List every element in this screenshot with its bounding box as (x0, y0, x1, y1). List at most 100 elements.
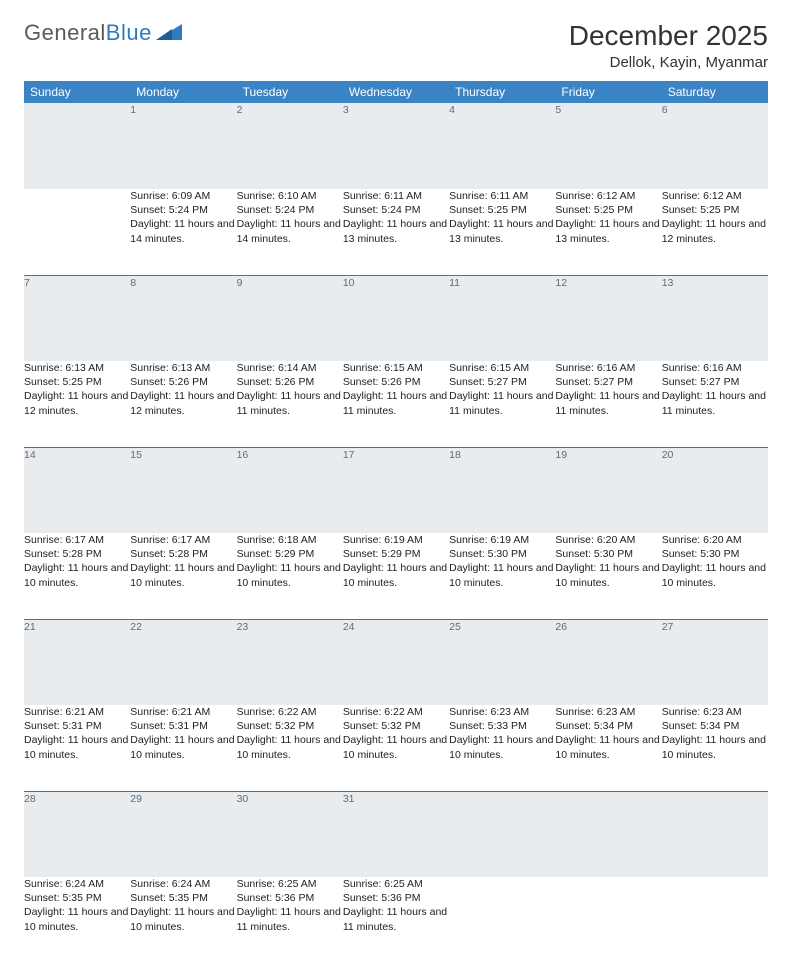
daylight-text: Daylight: 11 hours and 12 minutes. (130, 389, 236, 417)
day-cell (662, 877, 768, 963)
day-number: 22 (130, 619, 236, 705)
day-number: 9 (237, 275, 343, 361)
day-number (555, 791, 661, 877)
day-cell (555, 877, 661, 963)
sunrise-text: Sunrise: 6:23 AM (662, 705, 768, 719)
day-number: 31 (343, 791, 449, 877)
day-cell: Sunrise: 6:11 AMSunset: 5:24 PMDaylight:… (343, 189, 449, 275)
daylight-text: Daylight: 11 hours and 12 minutes. (24, 389, 130, 417)
day-cell: Sunrise: 6:24 AMSunset: 5:35 PMDaylight:… (130, 877, 236, 963)
sunset-text: Sunset: 5:36 PM (237, 891, 343, 905)
daylight-text: Daylight: 11 hours and 10 minutes. (343, 733, 449, 761)
daylight-text: Daylight: 11 hours and 11 minutes. (237, 905, 343, 933)
sunset-text: Sunset: 5:26 PM (130, 375, 236, 389)
sunset-text: Sunset: 5:32 PM (343, 719, 449, 733)
day-number: 23 (237, 619, 343, 705)
day-cell: Sunrise: 6:25 AMSunset: 5:36 PMDaylight:… (237, 877, 343, 963)
daylight-text: Daylight: 11 hours and 10 minutes. (24, 561, 130, 589)
sunrise-text: Sunrise: 6:20 AM (555, 533, 661, 547)
day-number: 6 (662, 103, 768, 189)
weekday-header: Wednesday (343, 81, 449, 103)
sunrise-text: Sunrise: 6:20 AM (662, 533, 768, 547)
day-number: 19 (555, 447, 661, 533)
daynum-row: 28293031 (24, 791, 768, 877)
sunrise-text: Sunrise: 6:21 AM (24, 705, 130, 719)
day-number: 11 (449, 275, 555, 361)
daynum-row: 21222324252627 (24, 619, 768, 705)
sunrise-text: Sunrise: 6:10 AM (237, 189, 343, 203)
day-cell: Sunrise: 6:16 AMSunset: 5:27 PMDaylight:… (662, 361, 768, 447)
day-cell: Sunrise: 6:18 AMSunset: 5:29 PMDaylight:… (237, 533, 343, 619)
daylight-text: Daylight: 11 hours and 10 minutes. (662, 561, 768, 589)
daylight-text: Daylight: 11 hours and 13 minutes. (449, 217, 555, 245)
daynum-row: 78910111213 (24, 275, 768, 361)
page-header: GeneralBlue December 2025 Dellok, Kayin,… (24, 20, 768, 71)
day-cell: Sunrise: 6:19 AMSunset: 5:30 PMDaylight:… (449, 533, 555, 619)
sunrise-text: Sunrise: 6:12 AM (662, 189, 768, 203)
day-cell: Sunrise: 6:14 AMSunset: 5:26 PMDaylight:… (237, 361, 343, 447)
sunrise-text: Sunrise: 6:11 AM (343, 189, 449, 203)
sunset-text: Sunset: 5:32 PM (237, 719, 343, 733)
sunrise-text: Sunrise: 6:14 AM (237, 361, 343, 375)
weekday-header: Sunday (24, 81, 130, 103)
day-cell: Sunrise: 6:20 AMSunset: 5:30 PMDaylight:… (662, 533, 768, 619)
sunrise-text: Sunrise: 6:17 AM (130, 533, 236, 547)
daylight-text: Daylight: 11 hours and 10 minutes. (237, 561, 343, 589)
day-number: 27 (662, 619, 768, 705)
sunrise-text: Sunrise: 6:18 AM (237, 533, 343, 547)
sunrise-text: Sunrise: 6:12 AM (555, 189, 661, 203)
day-cell: Sunrise: 6:23 AMSunset: 5:33 PMDaylight:… (449, 705, 555, 791)
sunrise-text: Sunrise: 6:13 AM (130, 361, 236, 375)
logo-triangle-icon (156, 20, 182, 46)
day-number: 16 (237, 447, 343, 533)
sunrise-text: Sunrise: 6:23 AM (449, 705, 555, 719)
sunset-text: Sunset: 5:29 PM (237, 547, 343, 561)
day-cell: Sunrise: 6:13 AMSunset: 5:26 PMDaylight:… (130, 361, 236, 447)
sunset-text: Sunset: 5:25 PM (449, 203, 555, 217)
daylight-text: Daylight: 11 hours and 10 minutes. (449, 561, 555, 589)
day-number: 18 (449, 447, 555, 533)
sunrise-text: Sunrise: 6:11 AM (449, 189, 555, 203)
sunrise-text: Sunrise: 6:09 AM (130, 189, 236, 203)
sunrise-text: Sunrise: 6:13 AM (24, 361, 130, 375)
weekday-header: Tuesday (237, 81, 343, 103)
daylight-text: Daylight: 11 hours and 14 minutes. (237, 217, 343, 245)
sunset-text: Sunset: 5:29 PM (343, 547, 449, 561)
sunset-text: Sunset: 5:26 PM (343, 375, 449, 389)
day-cell: Sunrise: 6:11 AMSunset: 5:25 PMDaylight:… (449, 189, 555, 275)
day-number: 7 (24, 275, 130, 361)
weekday-header: Friday (555, 81, 661, 103)
daylight-text: Daylight: 11 hours and 11 minutes. (343, 389, 449, 417)
sunset-text: Sunset: 5:25 PM (24, 375, 130, 389)
day-cell (24, 189, 130, 275)
daylight-text: Daylight: 11 hours and 11 minutes. (449, 389, 555, 417)
day-cell: Sunrise: 6:10 AMSunset: 5:24 PMDaylight:… (237, 189, 343, 275)
sunrise-text: Sunrise: 6:25 AM (343, 877, 449, 891)
daylight-text: Daylight: 11 hours and 10 minutes. (555, 561, 661, 589)
daylight-text: Daylight: 11 hours and 10 minutes. (130, 905, 236, 933)
daylight-text: Daylight: 11 hours and 13 minutes. (343, 217, 449, 245)
sunset-text: Sunset: 5:27 PM (449, 375, 555, 389)
day-number: 10 (343, 275, 449, 361)
sunset-text: Sunset: 5:26 PM (237, 375, 343, 389)
day-cell: Sunrise: 6:19 AMSunset: 5:29 PMDaylight:… (343, 533, 449, 619)
daylight-text: Daylight: 11 hours and 10 minutes. (555, 733, 661, 761)
daynum-row: 123456 (24, 103, 768, 189)
day-cell: Sunrise: 6:17 AMSunset: 5:28 PMDaylight:… (24, 533, 130, 619)
daylight-text: Daylight: 11 hours and 10 minutes. (24, 905, 130, 933)
day-number: 8 (130, 275, 236, 361)
sunrise-text: Sunrise: 6:24 AM (130, 877, 236, 891)
title-block: December 2025 Dellok, Kayin, Myanmar (569, 20, 768, 71)
sunset-text: Sunset: 5:28 PM (130, 547, 236, 561)
day-cell: Sunrise: 6:22 AMSunset: 5:32 PMDaylight:… (343, 705, 449, 791)
sunset-text: Sunset: 5:27 PM (662, 375, 768, 389)
day-number (662, 791, 768, 877)
daylight-text: Daylight: 11 hours and 11 minutes. (662, 389, 768, 417)
daylight-text: Daylight: 11 hours and 10 minutes. (24, 733, 130, 761)
sunset-text: Sunset: 5:25 PM (662, 203, 768, 217)
sunrise-text: Sunrise: 6:17 AM (24, 533, 130, 547)
day-cell: Sunrise: 6:23 AMSunset: 5:34 PMDaylight:… (555, 705, 661, 791)
day-number: 26 (555, 619, 661, 705)
logo: GeneralBlue (24, 20, 182, 46)
daylight-text: Daylight: 11 hours and 10 minutes. (130, 561, 236, 589)
